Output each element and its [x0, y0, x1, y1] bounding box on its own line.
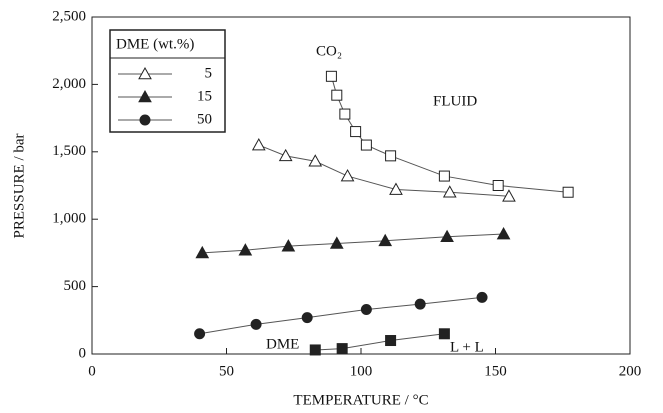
legend-box — [109, 29, 226, 133]
marker — [502, 189, 516, 202]
fit-line — [315, 333, 445, 351]
y-tick-label: 1,500 — [52, 143, 86, 159]
marker — [385, 335, 397, 347]
marker — [385, 150, 397, 162]
x-tick-label: 150 — [484, 363, 507, 379]
annotation: L + L — [450, 339, 484, 355]
marker — [281, 239, 296, 252]
marker — [250, 318, 262, 330]
marker — [308, 154, 323, 167]
marker — [339, 108, 351, 120]
marker — [442, 185, 457, 198]
marker — [350, 126, 362, 138]
marker — [438, 170, 450, 182]
marker — [278, 148, 293, 162]
legend-label: 50 — [197, 111, 212, 127]
marker — [360, 139, 372, 151]
marker — [492, 180, 504, 191]
marker — [562, 186, 574, 198]
marker — [329, 236, 344, 249]
legend-label: 15 — [197, 88, 212, 104]
marker — [389, 182, 403, 195]
x-tick-label: 50 — [219, 363, 234, 379]
marker — [139, 114, 151, 126]
marker — [360, 304, 372, 316]
marker — [331, 89, 343, 101]
x-tick-label: 100 — [350, 363, 373, 379]
marker — [309, 344, 321, 356]
legend-title: DME (wt.%) — [116, 36, 194, 52]
x-tick-label: 200 — [619, 363, 642, 379]
marker — [336, 343, 348, 355]
marker — [325, 70, 337, 82]
marker — [194, 328, 206, 340]
marker — [378, 233, 393, 247]
marker — [138, 66, 152, 80]
y-tick-label: 500 — [64, 278, 87, 294]
marker — [340, 169, 355, 182]
marker — [138, 89, 152, 103]
x-tick-label: 0 — [88, 363, 96, 379]
y-tick-label: 1,000 — [52, 211, 86, 227]
fit-line — [199, 296, 483, 335]
annotation: DME — [266, 336, 299, 352]
annotation: FLUID — [433, 93, 477, 109]
marker — [496, 226, 511, 240]
legend-label: 5 — [205, 65, 213, 81]
y-tick-label: 0 — [79, 345, 87, 361]
y-tick-label: 2,000 — [52, 76, 86, 92]
marker — [301, 312, 313, 324]
marker — [438, 328, 450, 340]
marker — [251, 138, 266, 151]
y-axis-label: PRESSURE / bar — [11, 133, 27, 238]
marker — [238, 243, 253, 256]
annotation: CO₂ — [316, 43, 342, 59]
x-axis-label: TEMPERATURE / °C — [293, 392, 428, 408]
marker — [414, 298, 426, 310]
marker — [195, 245, 210, 259]
marker — [476, 291, 488, 303]
marker — [440, 229, 454, 243]
y-tick-label: 2,500 — [52, 8, 86, 24]
